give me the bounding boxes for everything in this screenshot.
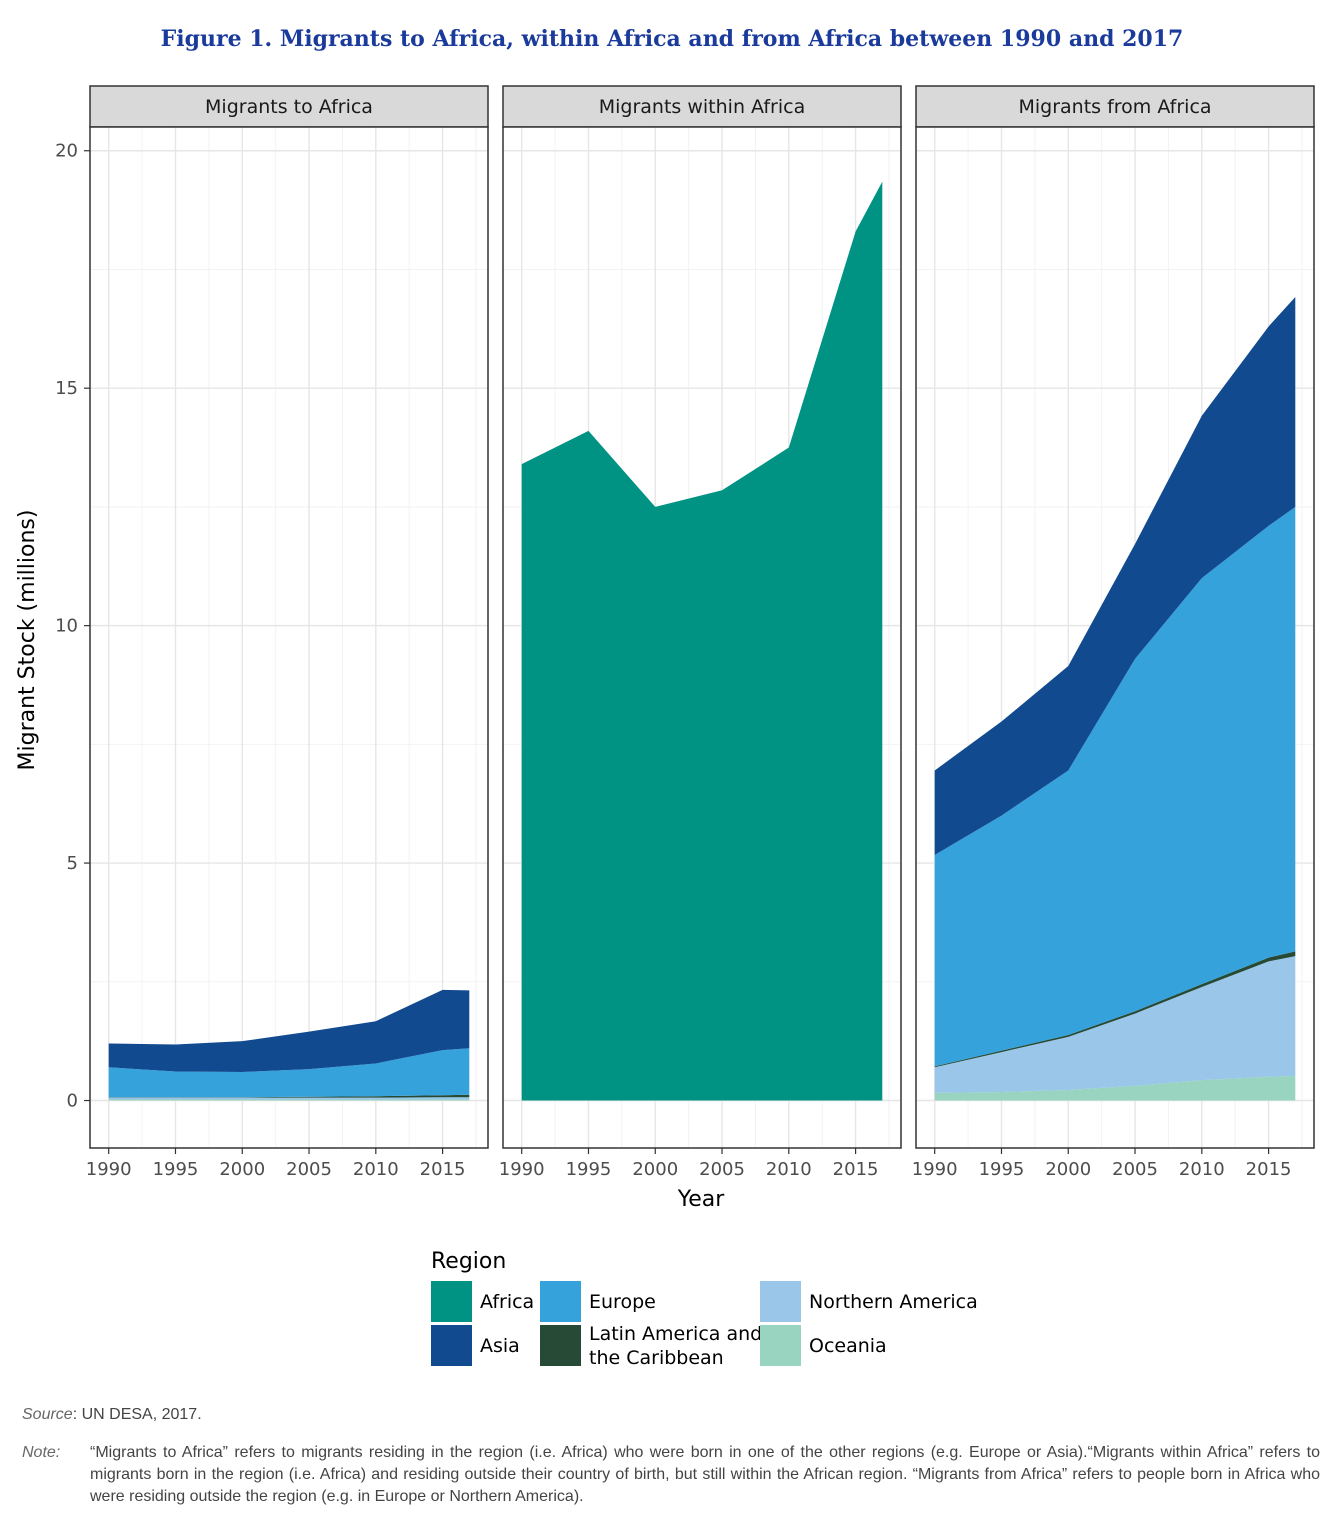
x-tick-label: 2010 [1179,1159,1225,1180]
legend-label: Northern America [809,1291,978,1313]
legend-swatch [431,1281,472,1322]
x-tick-label: 2015 [1246,1159,1292,1180]
legend-item-africa: Africa [431,1281,534,1322]
legend-item-europe: Europe [540,1281,656,1322]
area-oceania [108,1099,470,1101]
note-label: Note: [22,1444,61,1461]
y-tick-label: 15 [55,378,78,399]
x-tick-label: 2005 [699,1159,745,1180]
x-tick-label: 2010 [766,1159,812,1180]
legend-item-northern-america: Northern America [760,1281,978,1322]
x-tick-label: 2000 [1045,1159,1091,1180]
x-tick-label: 1995 [566,1159,612,1180]
x-tick-label: 1990 [86,1159,132,1180]
legend-label: Asia [480,1335,520,1357]
source-line: Source: UN DESA, 2017. [22,1406,202,1424]
area-oceania [934,1075,1296,1101]
panel-strip [89,85,489,128]
panel-border [502,126,902,1149]
y-tick-label: 20 [55,141,78,162]
panel-strip [502,85,902,128]
panel-migrants-within-africa: Migrants within Africa 1990 1995 2000 2005 20… [499,85,902,1180]
panel-border [915,126,1315,1149]
legend-swatch [760,1325,801,1366]
legend-label: Africa [480,1291,534,1313]
panel-migrants-to-africa: Migrants to Africa 1990 1995 2000 2005 2010 20… [86,85,489,1180]
legend-swatch [540,1281,581,1322]
source-label: Source [22,1406,73,1423]
y-tick-label: 10 [55,616,78,637]
area-asia [934,297,1296,855]
area-europe [108,1048,470,1098]
legend-label: Latin America and [589,1323,762,1345]
panel-strip [915,85,1315,128]
x-tick-label: 1990 [912,1159,958,1180]
legend-item-oceania: Oceania [760,1325,887,1366]
area-europe [934,506,1296,1067]
legend-item-asia: Asia [431,1325,520,1366]
legend-label: the Caribbean [589,1347,724,1369]
x-tick-label: 2005 [1112,1159,1158,1180]
legend-swatch [760,1281,801,1322]
x-tick-label: 1995 [979,1159,1025,1180]
legend: Region Africa Asia Europe Latin America andt… [431,1249,978,1369]
area-northern-america [108,1097,470,1100]
legend-label: Oceania [809,1335,887,1357]
faceted-area-chart: 0 5 10 15 20 Migrants to Africa 1990 1995 2000 20… [15,85,1315,1369]
x-tick-label: 1990 [499,1159,545,1180]
figure-title: Figure 1. Migrants to Africa, within Afr… [160,26,1184,52]
panel-migrants-from-africa: Migrants from Africa 1990 1995 2000 2005 2010… [912,85,1315,1180]
y-tick-label: 5 [67,853,78,874]
legend-swatch [540,1325,581,1366]
legend-swatch [431,1325,472,1366]
x-tick-label: 2015 [833,1159,879,1180]
panel-border [89,126,489,1149]
panel-background [90,127,488,1148]
area-latin-america-and-the-caribbean [108,1094,470,1098]
legend-label: Europe [589,1291,656,1313]
panel-title: Migrants within Africa [599,96,805,118]
y-tick-label: 0 [67,1091,78,1112]
x-tick-label: 2005 [286,1159,332,1180]
panel-title: Migrants from Africa [1018,96,1211,118]
x-tick-label: 1995 [153,1159,199,1180]
x-tick-label: 2000 [219,1159,265,1180]
y-axis-title: Migrant Stock (millions) [15,510,40,771]
x-tick-label: 2010 [353,1159,399,1180]
panel-title: Migrants to Africa [205,96,373,118]
legend-title: Region [431,1249,506,1274]
note-text: “Migrants to Africa” refers to migrants … [90,1444,1320,1505]
source-text: : UN DESA, 2017. [72,1406,202,1423]
area-northern-america [934,956,1296,1093]
area-africa [521,181,883,1101]
x-axis-title: Year [677,1187,726,1212]
x-tick-label: 2015 [420,1159,466,1180]
area-asia [108,989,470,1073]
x-tick-label: 2000 [632,1159,678,1180]
area-latin-america-and-the-caribbean [934,951,1296,1068]
